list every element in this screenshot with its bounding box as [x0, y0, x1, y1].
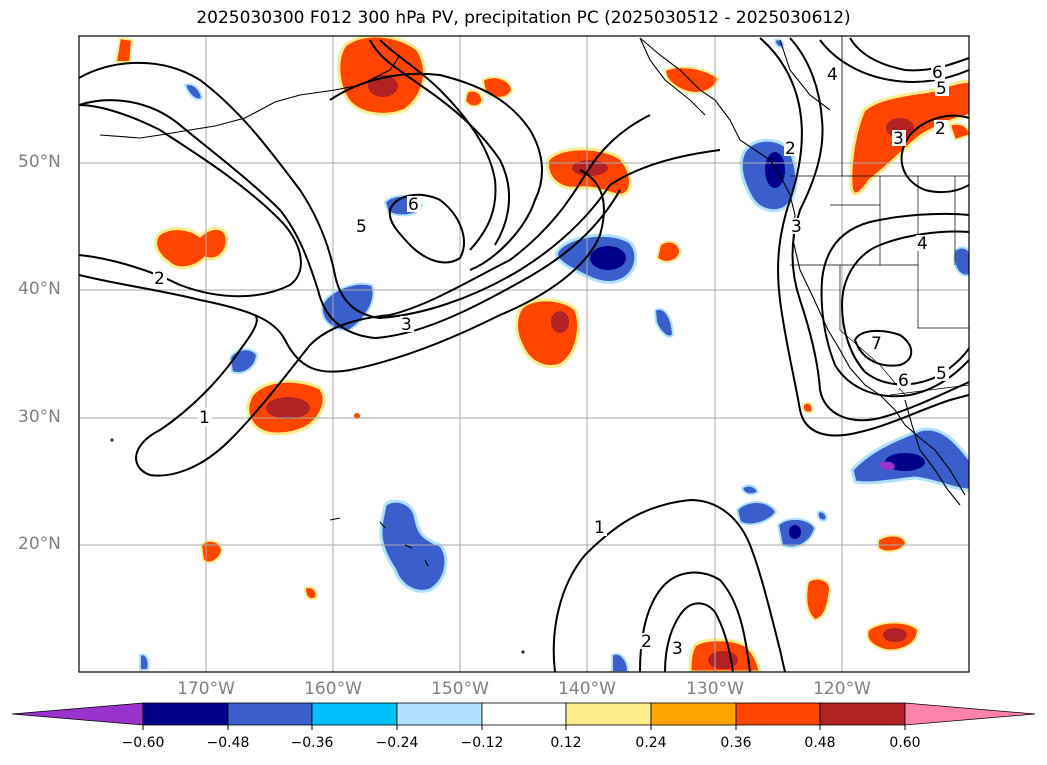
pv-label-2-b: 2 [641, 632, 652, 652]
colorbar-label: −0.48 [206, 735, 250, 751]
colorbar-swatch-5 [481, 702, 567, 726]
colorbar-swatch-9 [819, 702, 906, 726]
pv-label-6-b: 6 [932, 63, 943, 83]
lat-label-20n: 20°N [18, 534, 61, 554]
colorbar-label: −0.24 [375, 735, 419, 751]
colorbar-label: −0.60 [121, 735, 165, 751]
colorbar-swatch-1 [142, 702, 229, 726]
colorbar-label: 0.36 [720, 735, 752, 751]
map-title: 2025030300 F012 300 hPa PV, precipitatio… [196, 8, 851, 28]
pv-label-4-a: 4 [827, 65, 838, 85]
colorbar-extend-low [11, 702, 144, 726]
pv-label-5-a: 5 [356, 217, 367, 237]
lon-label-130w: 130°W [686, 679, 744, 699]
colorbar-swatch-8 [735, 702, 821, 726]
colorbar-swatch-4 [396, 702, 483, 726]
lat-label-50n: 50°N [18, 152, 61, 172]
colorbar-label: 0.60 [889, 735, 921, 751]
colorbar-label: −0.12 [460, 735, 504, 751]
pv-label-7: 7 [871, 334, 882, 354]
pv-label-5-c: 5 [936, 364, 947, 384]
coastlines [99, 37, 966, 654]
lon-label-150w: 150°W [431, 679, 489, 699]
colorbar-swatch-2 [227, 702, 313, 726]
pv-label-5-b: 5 [936, 79, 947, 99]
colorbar-label: 0.48 [804, 735, 836, 751]
colorbar-ticks [142, 725, 906, 730]
pv-label-2-a: 2 [154, 269, 165, 289]
lon-label-140w: 140°W [558, 679, 616, 699]
pv-label-3-c: 3 [791, 217, 802, 237]
pv-contours [79, 37, 969, 672]
pv-label-4-b: 4 [917, 234, 928, 254]
pv-label-3-d: 3 [893, 129, 904, 149]
lat-label-30n: 30°N [18, 407, 61, 427]
colorbar-swatch-3 [311, 702, 398, 726]
pv-label-1-a: 1 [199, 408, 210, 428]
lon-label-120w: 120°W [813, 679, 871, 699]
pv-label-2-c: 2 [785, 139, 796, 159]
pv-label-2-d: 2 [935, 119, 946, 139]
colorbar-label: 0.24 [635, 735, 667, 751]
pv-label-3-a: 3 [401, 315, 412, 335]
colorbar-label: 0.12 [550, 735, 582, 751]
pv-label-3-b: 3 [672, 639, 683, 659]
colorbar-extend-high [904, 702, 1036, 726]
map-frame [78, 35, 970, 673]
colorbar-label: −0.36 [290, 735, 334, 751]
lon-label-170w: 170°W [177, 679, 235, 699]
pv-label-1-b: 1 [594, 518, 605, 538]
pv-label-6-c: 6 [898, 371, 909, 391]
pv-label-6-a: 6 [408, 195, 419, 215]
lon-label-160w: 160°W [304, 679, 362, 699]
pv-contour-labels: 2 1 3 5 6 1 2 3 2 3 4 3 2 6 5 4 7 6 5 [153, 63, 949, 659]
colorbar-swatch-7 [650, 702, 737, 726]
map-panel: 2 1 3 5 6 1 2 3 2 3 4 3 2 6 5 4 7 6 5 [79, 36, 969, 672]
colorbar [11, 702, 1036, 730]
lat-label-40n: 40°N [18, 279, 61, 299]
colorbar-swatch-6 [565, 702, 652, 726]
